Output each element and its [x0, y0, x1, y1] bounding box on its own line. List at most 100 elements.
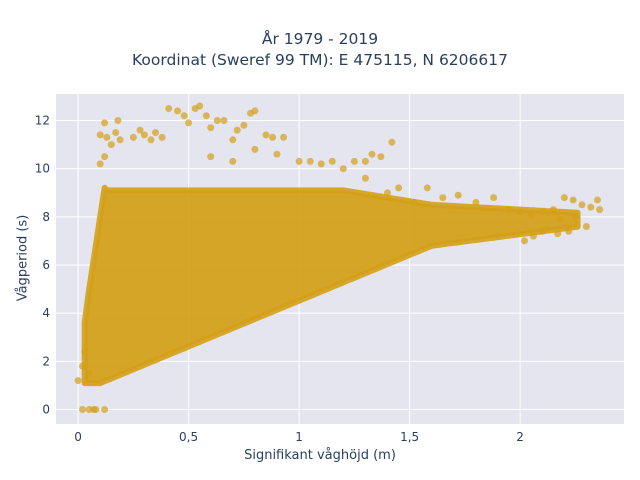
y-tick-label: 0 — [42, 403, 50, 417]
data-point — [521, 237, 528, 245]
data-point — [571, 213, 579, 221]
data-point — [196, 102, 204, 110]
data-point — [565, 227, 573, 235]
data-point — [101, 406, 109, 413]
y-tick-label: 6 — [42, 258, 50, 272]
data-point — [295, 157, 303, 165]
data-point — [92, 406, 100, 413]
data-point — [560, 194, 568, 202]
data-point — [361, 157, 369, 165]
data-point — [317, 160, 325, 168]
data-point — [505, 206, 513, 214]
data-point — [140, 131, 148, 139]
data-point — [101, 119, 109, 127]
data-point — [569, 196, 577, 204]
data-point — [107, 141, 115, 149]
data-point — [262, 131, 270, 139]
data-point — [350, 157, 358, 165]
data-points — [74, 102, 604, 413]
x-tick-label: 1 — [295, 430, 303, 444]
data-point — [439, 194, 447, 202]
y-tick-label: 12 — [35, 113, 50, 127]
data-point — [527, 210, 535, 218]
y-tick-label: 2 — [42, 354, 50, 368]
data-point — [280, 133, 288, 141]
data-point — [549, 206, 557, 214]
y-tick-label: 8 — [42, 210, 50, 224]
data-point — [556, 215, 564, 223]
x-axis-label: Signifikant våghöjd (m) — [244, 448, 396, 463]
data-point — [388, 138, 396, 146]
data-point — [395, 184, 403, 192]
data-point — [516, 208, 524, 216]
data-point — [101, 153, 109, 161]
data-point — [339, 165, 347, 173]
data-point — [587, 203, 595, 211]
data-point — [185, 119, 193, 127]
data-point — [377, 153, 385, 161]
data-point — [361, 174, 369, 182]
data-point — [251, 107, 259, 115]
data-point — [454, 191, 462, 199]
chart-title-line-1: År 1979 - 2019 — [261, 30, 379, 48]
y-tick-label: 10 — [35, 162, 50, 176]
data-point — [538, 227, 546, 235]
x-tick-label: 0 — [74, 430, 82, 444]
data-point — [229, 157, 237, 165]
data-point — [578, 201, 586, 209]
data-point — [538, 208, 546, 216]
data-point — [96, 131, 104, 139]
data-point — [554, 230, 562, 238]
x-tick-label: 1,5 — [400, 430, 419, 444]
data-point — [103, 133, 111, 141]
data-point — [529, 232, 537, 240]
data-point — [490, 194, 498, 202]
data-point — [410, 198, 418, 206]
data-point — [147, 136, 155, 144]
data-point — [596, 206, 604, 214]
data-point — [96, 160, 104, 168]
data-point — [129, 133, 137, 141]
data-point — [79, 406, 86, 413]
x-tick-label: 2 — [516, 430, 524, 444]
data-point — [79, 362, 86, 370]
data-point — [74, 377, 82, 385]
data-point — [251, 145, 259, 153]
data-point — [174, 107, 182, 115]
data-point — [180, 112, 188, 120]
data-point — [112, 129, 120, 136]
data-point — [273, 150, 281, 158]
point-cloud — [81, 184, 581, 387]
data-point — [152, 129, 159, 136]
data-point — [423, 184, 431, 192]
data-point — [213, 117, 221, 124]
x-tick-label: 0,5 — [179, 430, 198, 444]
data-point — [85, 369, 93, 377]
y-axis-label: Vågperiod (s) — [15, 214, 31, 302]
y-tick-label: 4 — [42, 306, 50, 320]
data-point — [81, 348, 89, 356]
tick-labels: 0 0,5 1 1,5 2 0 2 4 6 8 10 12 — [35, 113, 524, 444]
data-point — [114, 117, 122, 124]
data-point — [240, 121, 248, 129]
data-point — [202, 112, 210, 120]
data-point — [328, 157, 336, 165]
data-point — [207, 124, 215, 132]
data-point — [384, 189, 391, 197]
data-point — [220, 117, 228, 124]
data-point — [269, 133, 277, 141]
data-point — [229, 136, 237, 144]
chart-title-line-2: Koordinat (Sweref 99 TM): E 475115, N 62… — [132, 51, 508, 69]
data-point — [306, 157, 314, 165]
data-point — [136, 126, 144, 134]
data-point — [158, 133, 166, 141]
data-point — [165, 105, 173, 112]
data-point — [233, 126, 241, 134]
data-point — [472, 198, 480, 206]
data-point — [368, 150, 376, 158]
data-point — [207, 153, 215, 161]
data-point — [594, 196, 601, 204]
point-cloud-layer — [81, 184, 581, 387]
